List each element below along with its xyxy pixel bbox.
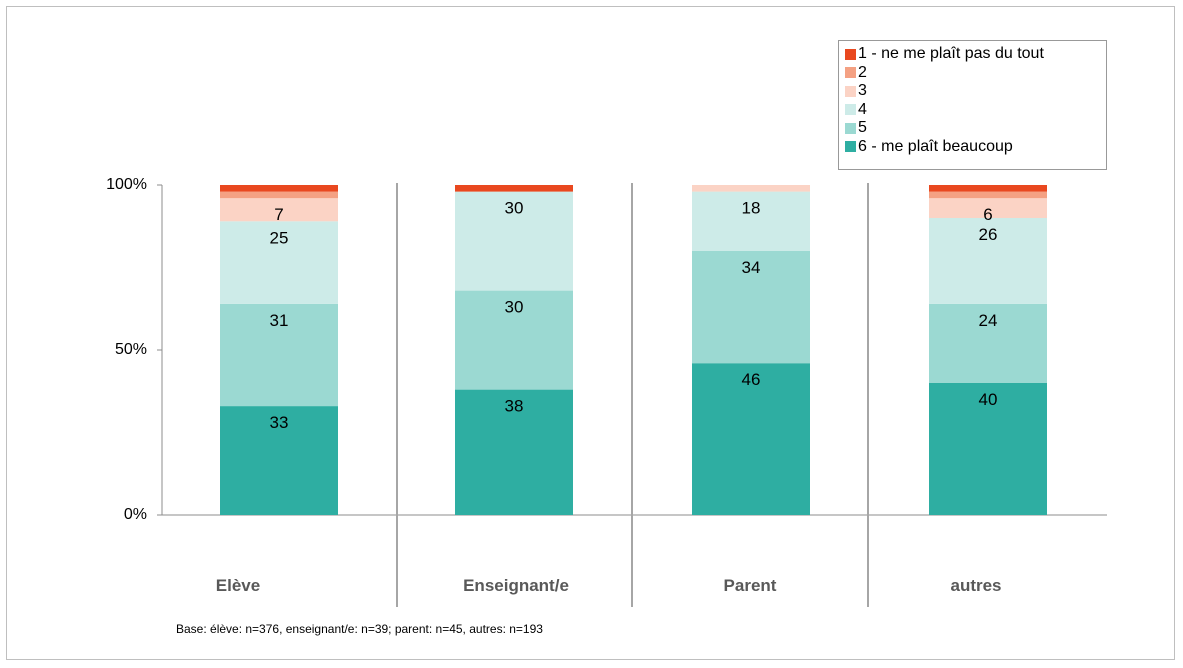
bar-segment-0-5 bbox=[220, 185, 338, 192]
legend-swatch-6 bbox=[845, 141, 856, 153]
bar-segment-2-0 bbox=[692, 363, 810, 515]
data-label-0-1: 31 bbox=[270, 311, 289, 330]
legend-label-6: 6 - me plaît beaucoup bbox=[858, 137, 1013, 155]
category-label-enseignant: Enseignant/e bbox=[463, 576, 569, 595]
legend-label-3: 3 bbox=[858, 82, 867, 99]
bar-segment-3-4 bbox=[929, 191, 1047, 199]
bar-segment-3-5 bbox=[929, 185, 1047, 192]
legend-swatch-2 bbox=[845, 67, 856, 79]
y-tick-label-0: 0% bbox=[123, 506, 147, 523]
data-label-0-2: 25 bbox=[270, 228, 289, 247]
category-label-parent: Parent bbox=[723, 576, 777, 595]
bar-segment-3-2 bbox=[929, 218, 1047, 304]
bar-segment-2-1 bbox=[692, 251, 810, 364]
legend-swatch-3 bbox=[845, 85, 856, 97]
legend-label-1: 1 - ne me plaît pas du tout bbox=[858, 45, 1044, 62]
data-label-3-0: 40 bbox=[979, 390, 998, 409]
bar-segment-0-1 bbox=[220, 303, 338, 407]
legend-item-4: 4 bbox=[845, 101, 1106, 120]
legend-item-3: 3 bbox=[845, 82, 1106, 101]
bar-segment-1-5 bbox=[455, 185, 573, 192]
category-label-autres: autres bbox=[950, 576, 1002, 595]
bar-segment-2-3 bbox=[692, 185, 810, 192]
legend-item-1: 1 - ne me plaît pas du tout bbox=[845, 45, 1106, 64]
data-label-1-1: 30 bbox=[505, 298, 524, 317]
data-label-2-1: 34 bbox=[742, 258, 761, 277]
bar-segment-2-2 bbox=[692, 191, 810, 251]
bar-segment-0-2 bbox=[220, 221, 338, 304]
data-label-1-2: 30 bbox=[505, 199, 524, 218]
bar-segment-0-4 bbox=[220, 191, 338, 199]
data-label-3-2: 26 bbox=[979, 225, 998, 244]
legend: 1 - ne me plaît pas du tout 2 3 4 5 6 - … bbox=[838, 40, 1107, 170]
data-label-0-0: 33 bbox=[270, 413, 289, 432]
y-tick-label-100: 100% bbox=[106, 176, 147, 193]
legend-label-2: 2 bbox=[858, 63, 867, 81]
data-label-3-1: 24 bbox=[979, 311, 998, 330]
legend-swatch-5 bbox=[845, 122, 856, 134]
bar-segment-3-3 bbox=[929, 198, 1047, 218]
legend-swatch-1 bbox=[845, 48, 856, 60]
data-label-2-2: 18 bbox=[742, 199, 761, 218]
bar-segment-0-3 bbox=[220, 198, 338, 222]
category-label-eleve: Elève bbox=[215, 576, 261, 595]
legend-label-4: 4 bbox=[858, 100, 867, 118]
bar-segment-1-0 bbox=[455, 389, 573, 515]
bar-segment-1-2 bbox=[455, 191, 573, 291]
bar-segment-1-1 bbox=[455, 290, 573, 390]
bar-segment-3-0 bbox=[929, 383, 1047, 515]
legend-item-6: 6 - me plaît beaucoup bbox=[845, 138, 1106, 157]
data-label-2-0: 46 bbox=[742, 370, 761, 389]
bar-segment-3-1 bbox=[929, 303, 1047, 383]
data-label-0-3: 7 bbox=[274, 205, 283, 224]
bar-segment-0-0 bbox=[220, 406, 338, 515]
footnote: Base: élève: n=376, enseignant/e: n=39; … bbox=[176, 622, 543, 636]
legend-swatch-4 bbox=[845, 104, 856, 116]
legend-item-2: 2 bbox=[845, 64, 1106, 83]
legend-item-5: 5 bbox=[845, 119, 1106, 138]
legend-label-5: 5 bbox=[858, 119, 867, 136]
y-tick-label-50: 50% bbox=[114, 341, 147, 358]
data-label-1-0: 38 bbox=[505, 397, 524, 416]
data-label-3-3: 6 bbox=[983, 205, 992, 224]
